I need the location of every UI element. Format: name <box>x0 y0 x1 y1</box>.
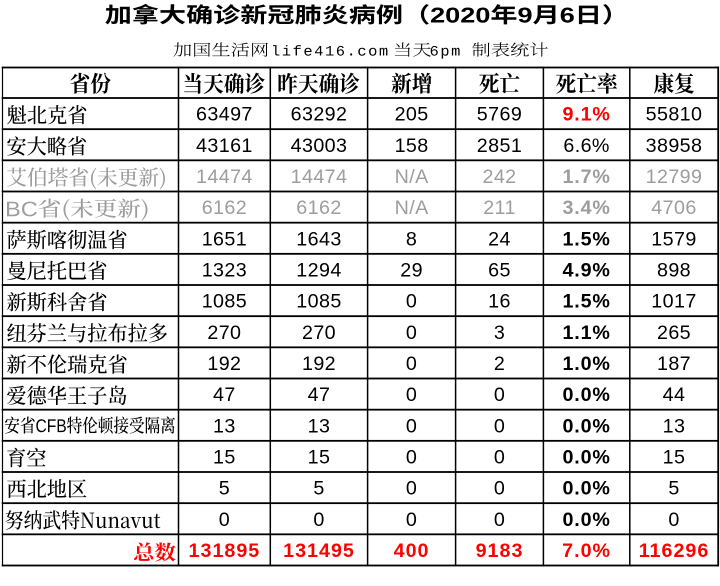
svg-text:242: 242 <box>482 166 516 188</box>
svg-text:0: 0 <box>494 509 505 531</box>
svg-text:15: 15 <box>663 446 686 468</box>
svg-text:1651: 1651 <box>202 228 247 250</box>
svg-text:0: 0 <box>313 509 324 531</box>
svg-text:1017: 1017 <box>651 291 696 313</box>
svg-text:0: 0 <box>406 353 417 375</box>
svg-text:38958: 38958 <box>646 135 703 157</box>
svg-text:13: 13 <box>663 415 686 437</box>
svg-text:0: 0 <box>406 478 417 500</box>
svg-text:44: 44 <box>663 384 686 406</box>
svg-text:N/A: N/A <box>395 166 429 188</box>
svg-text:3: 3 <box>494 322 505 344</box>
svg-text:29: 29 <box>400 259 423 281</box>
svg-text:9183: 9183 <box>476 540 524 562</box>
svg-text:0: 0 <box>494 478 505 500</box>
svg-text:16: 16 <box>488 291 511 313</box>
svg-text:5: 5 <box>668 478 679 500</box>
svg-text:1085: 1085 <box>296 291 341 313</box>
svg-text:898: 898 <box>657 259 691 281</box>
svg-text:0: 0 <box>494 446 505 468</box>
svg-text:270: 270 <box>207 322 241 344</box>
svg-text:0: 0 <box>406 415 417 437</box>
svg-text:3.4%: 3.4% <box>563 197 611 219</box>
svg-text:1323: 1323 <box>202 259 247 281</box>
svg-text:4.9%: 4.9% <box>563 259 611 281</box>
svg-text:0: 0 <box>219 509 230 531</box>
svg-text:0: 0 <box>668 509 679 531</box>
svg-text:4706: 4706 <box>651 197 696 219</box>
svg-text:1.5%: 1.5% <box>563 228 611 250</box>
svg-text:12799: 12799 <box>646 166 703 188</box>
svg-text:0.0%: 0.0% <box>563 446 611 468</box>
svg-text:0: 0 <box>406 322 417 344</box>
svg-text:0.0%: 0.0% <box>563 478 611 500</box>
svg-text:6.6%: 6.6% <box>563 135 609 157</box>
svg-text:1294: 1294 <box>296 259 341 281</box>
svg-text:6162: 6162 <box>202 197 247 219</box>
svg-text:0.0%: 0.0% <box>563 415 611 437</box>
svg-text:205: 205 <box>395 104 429 126</box>
svg-text:2: 2 <box>494 353 505 375</box>
svg-text:1.0%: 1.0% <box>563 353 611 375</box>
svg-text:0.0%: 0.0% <box>563 509 611 531</box>
svg-text:1.5%: 1.5% <box>563 291 611 313</box>
svg-text:1.7%: 1.7% <box>563 166 611 188</box>
svg-text:63497: 63497 <box>196 104 253 126</box>
svg-text:1579: 1579 <box>651 228 696 250</box>
svg-text:9.1%: 9.1% <box>563 104 611 126</box>
svg-text:158: 158 <box>395 135 429 157</box>
svg-text:14474: 14474 <box>196 166 253 188</box>
svg-text:400: 400 <box>394 540 430 562</box>
svg-text:15: 15 <box>308 446 331 468</box>
svg-text:13: 13 <box>213 415 236 437</box>
svg-text:0: 0 <box>494 415 505 437</box>
svg-text:1643: 1643 <box>296 228 341 250</box>
svg-text:63292: 63292 <box>291 104 348 126</box>
svg-text:1.1%: 1.1% <box>563 322 611 344</box>
svg-text:8: 8 <box>406 228 417 250</box>
svg-text:0: 0 <box>494 384 505 406</box>
svg-text:65: 65 <box>488 259 511 281</box>
svg-text:5: 5 <box>219 478 230 500</box>
svg-text:0: 0 <box>406 291 417 313</box>
svg-text:1085: 1085 <box>202 291 247 313</box>
svg-text:55810: 55810 <box>646 104 703 126</box>
svg-text:5: 5 <box>313 478 324 500</box>
svg-text:13: 13 <box>308 415 331 437</box>
svg-text:6162: 6162 <box>296 197 341 219</box>
svg-text:7.0%: 7.0% <box>562 540 611 562</box>
svg-text:192: 192 <box>207 353 241 375</box>
svg-text:N/A: N/A <box>395 197 429 219</box>
svg-text:43161: 43161 <box>196 135 253 157</box>
svg-text:0: 0 <box>406 384 417 406</box>
svg-text:131495: 131495 <box>283 540 355 562</box>
svg-text:0: 0 <box>406 446 417 468</box>
svg-text:265: 265 <box>657 322 691 344</box>
svg-text:5769: 5769 <box>477 104 522 126</box>
svg-text:15: 15 <box>213 446 236 468</box>
svg-text:0.0%: 0.0% <box>563 384 611 406</box>
svg-text:270: 270 <box>302 322 336 344</box>
svg-text:14474: 14474 <box>291 166 348 188</box>
svg-text:2851: 2851 <box>477 135 522 157</box>
svg-text:24: 24 <box>488 228 511 250</box>
svg-text:116296: 116296 <box>639 540 710 562</box>
svg-text:47: 47 <box>213 384 236 406</box>
svg-text:192: 192 <box>302 353 336 375</box>
svg-text:47: 47 <box>308 384 331 406</box>
svg-text:211: 211 <box>483 197 516 219</box>
svg-text:187: 187 <box>657 353 691 375</box>
svg-text:43003: 43003 <box>291 135 348 157</box>
svg-text:0: 0 <box>406 509 417 531</box>
svg-text:131895: 131895 <box>189 540 261 562</box>
